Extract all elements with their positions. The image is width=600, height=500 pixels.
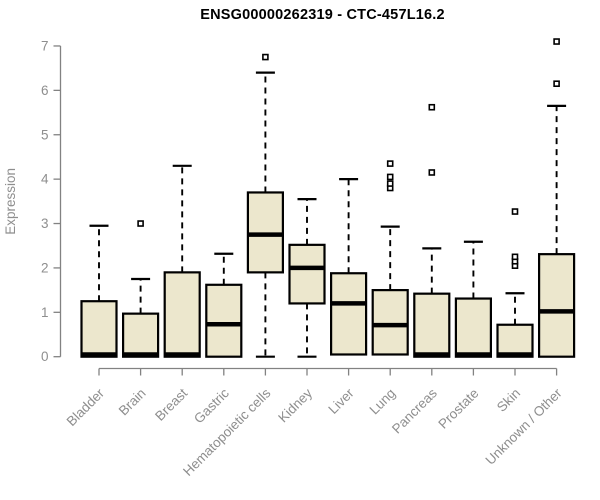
boxplot-pancreas: [413, 103, 451, 358]
x-tick-label-gastric: Gastric: [191, 385, 232, 426]
x-tick-label-kidney: Kidney: [275, 385, 315, 425]
boxplot-hematopoietic-cells: [246, 53, 284, 358]
boxplot-brain: [121, 220, 160, 358]
boxplot-prostate: [454, 240, 492, 358]
iqr-box: [80, 300, 118, 358]
outlier-point: [386, 180, 394, 187]
boxplot-bladder: [80, 224, 118, 358]
iqr-box: [454, 297, 492, 358]
x-tick-label-brain: Brain: [116, 386, 149, 419]
y-tick-label: 0: [41, 349, 49, 364]
x-tick-label-skin: Skin: [494, 386, 523, 415]
outlier-point: [262, 53, 269, 61]
boxplot-skin: [496, 208, 534, 358]
boxplot-liver: [330, 178, 368, 356]
outlier-point: [137, 220, 144, 227]
y-tick-label: 6: [41, 83, 49, 98]
boxplot-breast: [163, 164, 201, 358]
iqr-box: [288, 243, 326, 305]
y-tick-label: 7: [41, 38, 49, 53]
chart-title: ENSG00000262319 - CTC-457L16.2: [200, 7, 445, 23]
outlier-point: [511, 253, 519, 261]
iqr-box: [496, 323, 534, 358]
y-axis-title: Expression: [3, 168, 18, 235]
iqr-box: [371, 289, 409, 356]
iqr-box: [330, 272, 368, 356]
x-tick-label-breast: Breast: [152, 385, 190, 423]
outlier-point: [428, 103, 436, 111]
boxplot-gastric: [205, 252, 243, 358]
x-tick-label-pancreas: Pancreas: [389, 385, 440, 436]
x-tick-label-lung: Lung: [366, 386, 398, 418]
boxplot-kidney: [288, 198, 326, 358]
y-tick-label: 5: [41, 127, 49, 142]
iqr-box: [413, 292, 451, 358]
x-tick-label-bladder: Bladder: [64, 385, 108, 429]
outlier-point: [428, 169, 436, 176]
y-tick-label: 4: [41, 172, 49, 187]
iqr-box: [163, 271, 201, 358]
y-axis: 0 1 2 3 4 5 6 7 Expression: [3, 38, 62, 364]
outlier-point: [386, 173, 394, 181]
iqr-box: [537, 253, 576, 358]
x-tick-label-liver: Liver: [325, 385, 357, 417]
iqr-box: [205, 283, 243, 358]
outlier-point: [553, 80, 560, 88]
y-tick-label: 2: [41, 260, 49, 275]
boxplot-unknown-other: [537, 38, 576, 358]
x-tick-label-prostate: Prostate: [435, 386, 481, 432]
outlier-point: [511, 208, 519, 215]
outlier-point: [386, 160, 394, 167]
boxplot-lung: [371, 160, 409, 356]
outlier-point: [553, 38, 560, 45]
iqr-box: [121, 312, 160, 358]
y-tick-label: 1: [41, 305, 49, 320]
y-tick-label: 3: [41, 216, 49, 231]
x-tick-label-unknown-other: Unknown / Other: [482, 385, 565, 468]
